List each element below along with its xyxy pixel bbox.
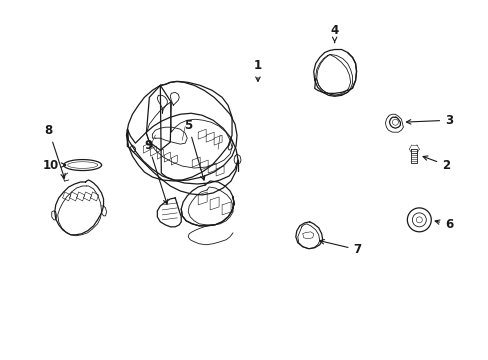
Text: 9: 9 [144, 139, 167, 204]
Text: 5: 5 [183, 119, 204, 180]
Text: 6: 6 [434, 218, 452, 231]
Text: 10: 10 [42, 158, 65, 172]
Text: 8: 8 [44, 124, 65, 178]
Text: 7: 7 [319, 239, 361, 256]
Text: 4: 4 [330, 24, 338, 42]
Text: 2: 2 [422, 156, 449, 172]
Text: 3: 3 [406, 114, 452, 127]
Text: 1: 1 [253, 59, 262, 81]
